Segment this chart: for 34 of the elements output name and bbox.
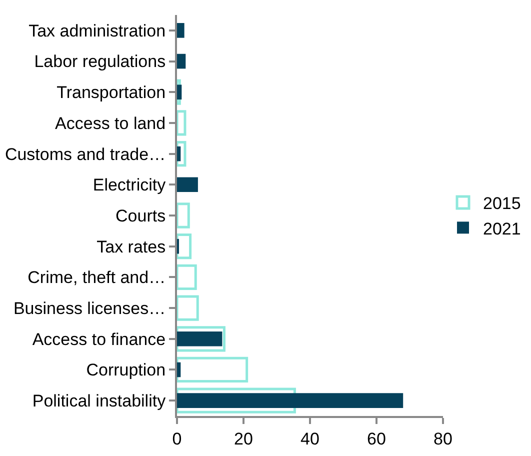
y-tick-label: Customs and trade… (4, 144, 166, 164)
x-tick-label: 0 (172, 429, 182, 448)
legend-label: 2015 (483, 194, 521, 214)
y-tick-label: Electricity (92, 176, 166, 195)
x-tick-label: 80 (434, 429, 452, 448)
bar (177, 362, 181, 378)
y-tick-label: Courts (116, 206, 166, 226)
bar (177, 140, 186, 167)
legend-label: 2021 (483, 219, 521, 238)
bar (177, 110, 186, 136)
x-tick-label: 60 (367, 429, 386, 448)
bar (177, 177, 198, 192)
bar (177, 84, 182, 100)
y-tick-label: Corruption (86, 360, 166, 380)
y-tick-label: Political instability (32, 392, 166, 411)
y-tick-label: Tax administration (28, 21, 166, 40)
bar (177, 234, 192, 260)
x-tick-label: 40 (300, 429, 320, 448)
bar (177, 393, 404, 408)
y-tick-label: Labor regulations (34, 52, 166, 72)
x-tick-label: 20 (234, 429, 253, 448)
y-tick-label: Transportation (56, 83, 166, 102)
bar (177, 79, 181, 105)
bar (177, 202, 190, 228)
bar (177, 295, 199, 321)
y-tick-label: Access to finance (32, 330, 166, 349)
y-tick-label: Crime, theft and… (28, 268, 166, 288)
bar (177, 54, 186, 69)
y-tick-label: Business licenses… (13, 298, 166, 318)
y-tick-label: Access to land (55, 114, 166, 133)
bar (177, 356, 248, 383)
bar (177, 264, 197, 290)
bar (177, 23, 184, 38)
y-tick-label: Tax rates (96, 237, 166, 256)
